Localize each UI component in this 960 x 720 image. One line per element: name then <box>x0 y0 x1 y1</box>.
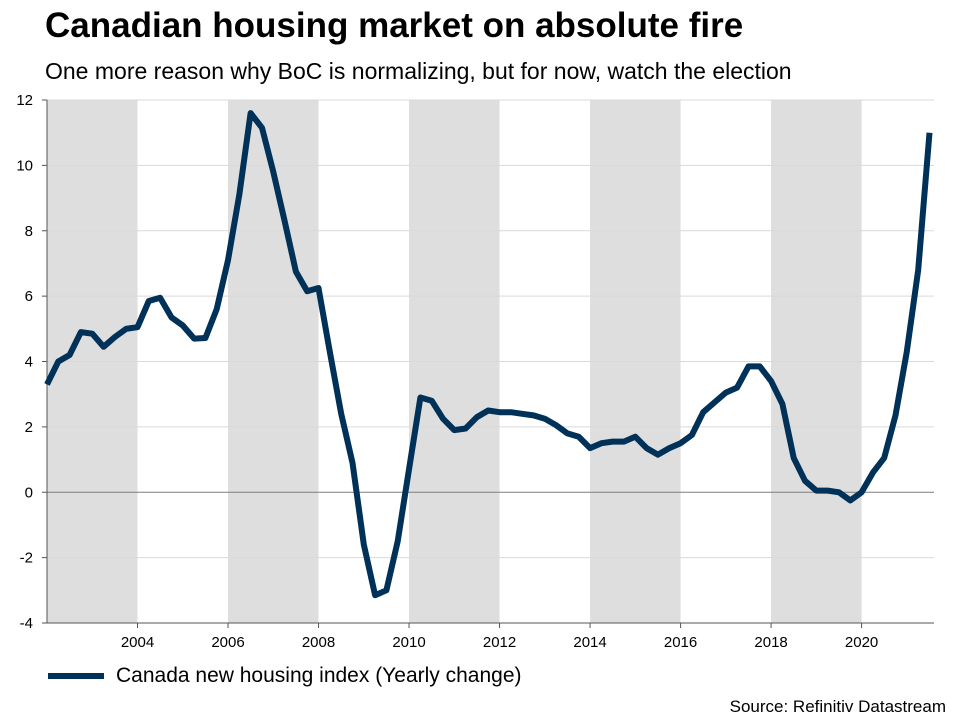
legend-label: Canada new housing index (Yearly change) <box>116 664 522 687</box>
chart-subtitle: One more reason why BoC is normalizing, … <box>45 58 792 84</box>
y-tick-label: 12 <box>16 92 33 109</box>
series-layer <box>44 110 933 599</box>
legend-swatch <box>48 673 104 679</box>
y-tick-label: -2 <box>20 550 33 567</box>
y-tick-label: 6 <box>25 288 33 305</box>
source-note: Source: Refinitiv Datastream <box>729 697 946 716</box>
x-tick-label: 2008 <box>302 634 335 651</box>
y-tick-label: 4 <box>25 354 33 371</box>
y-tick-label: 0 <box>25 484 33 501</box>
x-tick-label: 2016 <box>664 634 697 651</box>
y-tick-label: 8 <box>25 223 33 240</box>
y-tick-label: -4 <box>20 615 33 632</box>
axes: -4 -2 0 2 4 6 8 10 12 2004 2006 2008 2010 2012 2014 201… <box>16 92 934 651</box>
y-tick-label: 10 <box>16 157 33 174</box>
chart-title: Canadian housing market on absolute fire <box>45 6 744 45</box>
x-tick-label: 2004 <box>121 634 154 651</box>
x-tick-label: 2020 <box>845 634 878 651</box>
x-tick-label: 2006 <box>211 634 244 651</box>
series-line-0 <box>44 110 933 599</box>
x-tick-label: 2012 <box>483 634 516 651</box>
legend: Canada new housing index (Yearly change) <box>48 664 522 688</box>
x-tick-label: 2018 <box>754 634 787 651</box>
x-tick-label: 2014 <box>573 634 606 651</box>
y-tick-label: 2 <box>25 419 33 436</box>
x-tick-label: 2010 <box>392 634 425 651</box>
